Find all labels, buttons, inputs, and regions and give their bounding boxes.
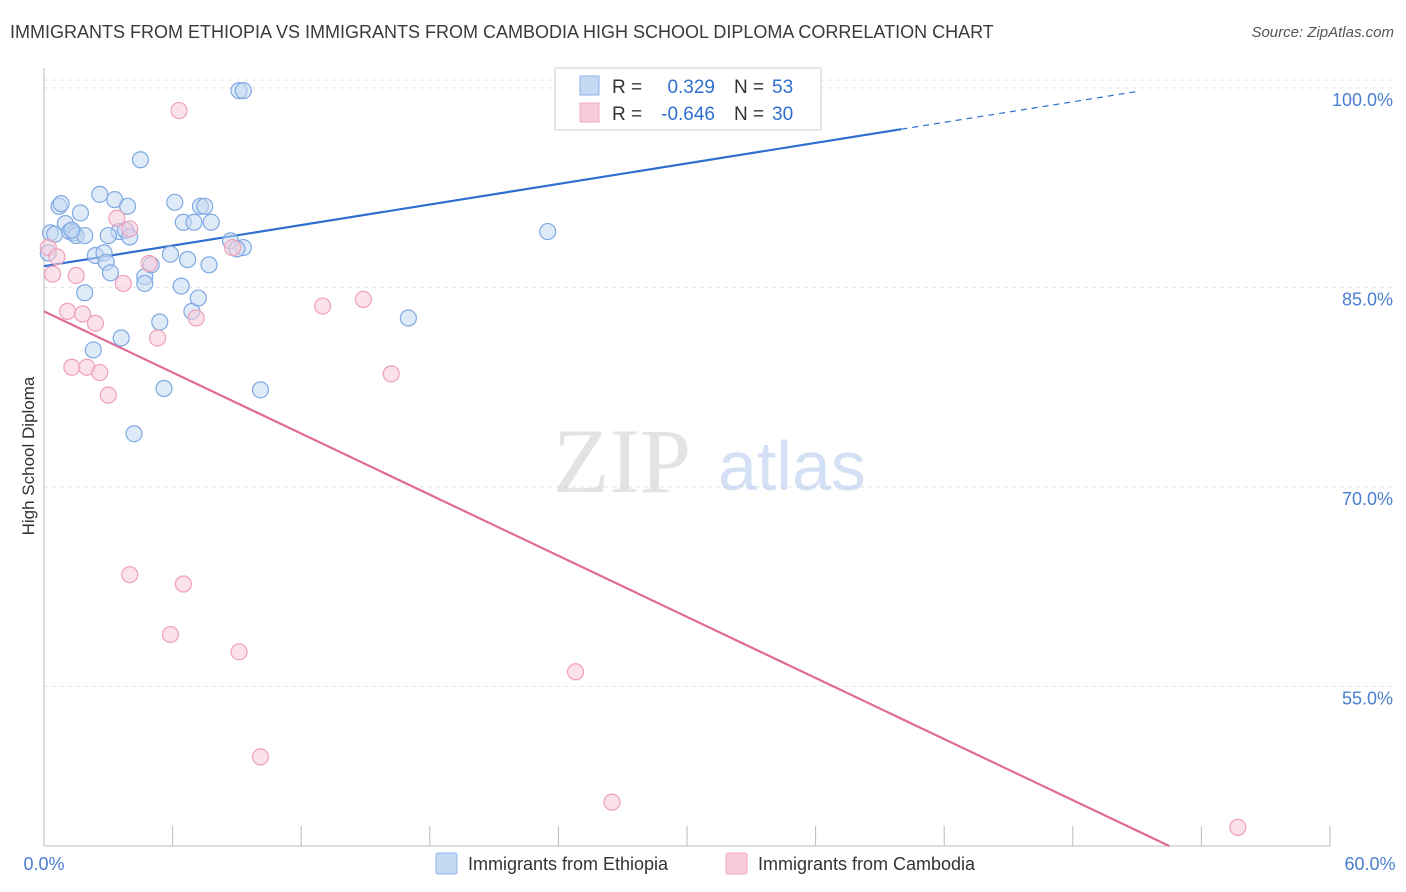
y-tick-label: 100.0% bbox=[1332, 90, 1393, 110]
point-cambodia bbox=[1229, 818, 1247, 836]
point-cambodia bbox=[382, 365, 400, 383]
point-ethiopia bbox=[399, 309, 417, 327]
trend-lines bbox=[43, 90, 1170, 847]
point-cambodia bbox=[566, 663, 585, 681]
point-cambodia bbox=[48, 248, 66, 266]
point-cambodia bbox=[161, 625, 180, 644]
point-cambodia bbox=[86, 314, 105, 332]
y-tick-label: 70.0% bbox=[1342, 489, 1393, 509]
point-cambodia bbox=[58, 302, 77, 320]
point-cambodia bbox=[314, 297, 332, 315]
trend-line-ethiopia bbox=[43, 128, 902, 268]
point-cambodia bbox=[63, 358, 81, 376]
stats-box: R = 0.329 N = 53 R = -0.646 N = 30 bbox=[554, 67, 822, 131]
point-ethiopia bbox=[234, 82, 252, 100]
trend-line-ethiopia-extension bbox=[901, 90, 1138, 130]
point-cambodia bbox=[121, 220, 139, 238]
point-ethiopia bbox=[112, 329, 130, 347]
point-cambodia bbox=[603, 793, 621, 811]
stats-n-value-ethiopia: 53 bbox=[772, 77, 793, 98]
gridlines bbox=[44, 79, 1393, 687]
y-tick-label: 85.0% bbox=[1342, 289, 1393, 309]
point-ethiopia bbox=[202, 213, 220, 231]
point-cambodia bbox=[174, 575, 192, 593]
legend-swatch-ethiopia bbox=[435, 852, 458, 875]
point-ethiopia bbox=[118, 197, 137, 215]
point-ethiopia bbox=[172, 277, 190, 295]
point-cambodia bbox=[114, 274, 132, 293]
source-label: Source: ZipAtlas.com bbox=[1251, 24, 1394, 41]
y-tick-labels: 100.0% 85.0% 70.0% 55.0% bbox=[1332, 90, 1393, 708]
stats-swatch-ethiopia bbox=[579, 75, 600, 96]
trend-line-cambodia bbox=[43, 310, 1170, 847]
point-ethiopia bbox=[196, 197, 214, 215]
point-ethiopia bbox=[131, 151, 150, 169]
point-ethiopia bbox=[76, 284, 94, 302]
y-tick-label: 55.0% bbox=[1342, 688, 1393, 708]
point-cambodia bbox=[148, 329, 167, 347]
point-ethiopia bbox=[52, 195, 70, 213]
point-ethiopia bbox=[63, 221, 81, 239]
point-ethiopia bbox=[84, 341, 102, 359]
point-cambodia bbox=[354, 290, 372, 309]
point-ethiopia bbox=[166, 193, 184, 211]
x-tick-label-min: 0.0% bbox=[23, 854, 64, 874]
y-axis-label: High School Diploma bbox=[19, 376, 38, 535]
point-cambodia bbox=[108, 209, 126, 227]
point-ethiopia bbox=[101, 264, 120, 282]
x-tick-marks bbox=[43, 826, 1331, 846]
stats-swatch-cambodia bbox=[579, 102, 600, 123]
stats-n-value-cambodia: 30 bbox=[772, 104, 793, 125]
point-cambodia bbox=[187, 309, 205, 327]
stats-r-value-ethiopia: 0.329 bbox=[667, 77, 715, 98]
stats-n-label-ethiopia: N = bbox=[734, 77, 764, 98]
point-cambodia bbox=[224, 238, 242, 257]
point-cambodia bbox=[67, 266, 85, 285]
point-cambodia bbox=[43, 265, 62, 283]
point-ethiopia bbox=[251, 381, 270, 399]
x-tick-label-max: 60.0% bbox=[1344, 854, 1395, 874]
chart-title: IMMIGRANTS FROM ETHIOPIA VS IMMIGRANTS F… bbox=[10, 22, 994, 42]
legend: Immigrants from Ethiopia Immigrants from… bbox=[435, 852, 976, 875]
point-ethiopia bbox=[71, 204, 90, 222]
point-ethiopia bbox=[539, 222, 557, 241]
point-cambodia bbox=[140, 254, 158, 273]
point-ethiopia bbox=[200, 256, 218, 274]
point-ethiopia bbox=[161, 245, 180, 263]
point-cambodia bbox=[91, 363, 109, 382]
legend-label-cambodia: Immigrants from Cambodia bbox=[758, 854, 976, 874]
data-points bbox=[39, 82, 1247, 836]
stats-r-label-ethiopia: R = bbox=[612, 77, 642, 98]
point-ethiopia bbox=[155, 379, 173, 398]
stats-r-label-cambodia: R = bbox=[612, 104, 642, 125]
point-ethiopia bbox=[189, 289, 207, 307]
point-cambodia bbox=[251, 748, 270, 766]
point-cambodia bbox=[73, 305, 92, 323]
point-ethiopia bbox=[179, 250, 197, 269]
legend-label-ethiopia: Immigrants from Ethiopia bbox=[468, 854, 669, 874]
point-ethiopia bbox=[136, 274, 154, 293]
point-ethiopia bbox=[125, 425, 143, 443]
point-cambodia bbox=[121, 566, 139, 584]
point-ethiopia bbox=[91, 185, 109, 203]
point-ethiopia bbox=[151, 313, 169, 331]
point-cambodia bbox=[230, 643, 248, 661]
watermark-atlas: atlas bbox=[718, 427, 866, 505]
point-cambodia bbox=[99, 386, 117, 404]
point-cambodia bbox=[170, 101, 188, 120]
legend-swatch-cambodia bbox=[725, 852, 748, 875]
stats-n-label-cambodia: N = bbox=[734, 104, 764, 125]
watermark-zip: ZIP bbox=[553, 410, 691, 512]
point-ethiopia bbox=[99, 226, 117, 245]
point-ethiopia bbox=[185, 213, 203, 231]
stats-r-value-cambodia: -0.646 bbox=[661, 104, 715, 125]
